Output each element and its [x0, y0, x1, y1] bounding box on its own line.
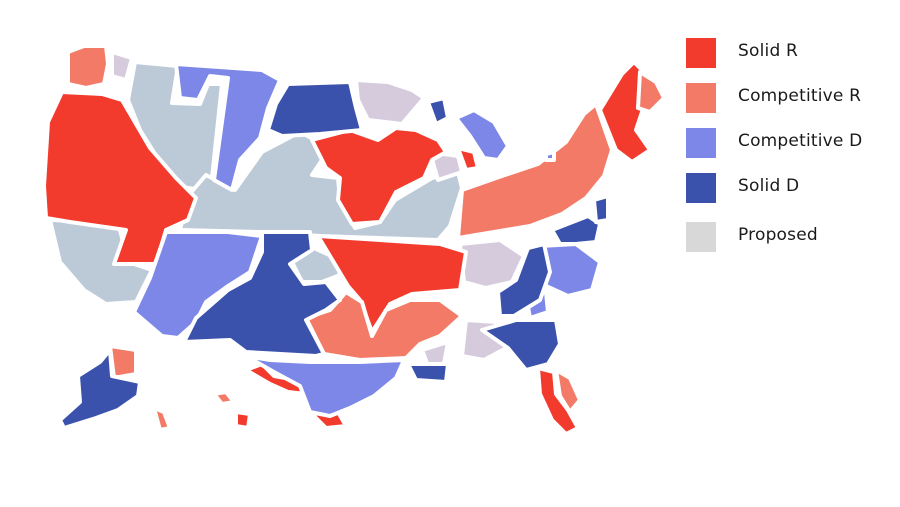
region-proposed-ohio	[428, 150, 464, 182]
legend-item-solid-d: Solid D	[686, 173, 886, 203]
region-solid-d-appalachia	[496, 242, 552, 318]
region-solid-d-great-lakes	[426, 96, 450, 126]
region-competitive-d-texas	[244, 354, 406, 418]
region-competitive-r-washington	[66, 44, 110, 90]
region-competitive-d-great-lakes	[544, 150, 556, 162]
legend-label-competitive-r: Competitive R	[738, 86, 862, 106]
region-solid-d-delmarva	[592, 194, 610, 224]
legend-label-solid-d: Solid D	[738, 176, 800, 196]
legend-item-proposed: Proposed	[686, 222, 886, 252]
legend-swatch-competitive-d	[686, 128, 716, 158]
region-california	[48, 218, 154, 306]
region-competitive-r-islands-1	[152, 406, 172, 432]
region-solid-d-alaska	[58, 348, 142, 430]
region-solid-d-north-plains	[266, 80, 364, 138]
region-proposed-northwest	[110, 50, 134, 82]
region-competitive-r-new-england	[636, 70, 666, 114]
region-competitive-d-north-mountain	[174, 62, 282, 192]
region-solid-r-hawaii	[234, 410, 252, 430]
legend-swatch-solid-r	[686, 38, 716, 68]
legend-label-solid-r: Solid R	[738, 41, 799, 61]
region-solid-d-great-plains	[182, 230, 342, 358]
region-solid-d-south-atlantic	[480, 318, 562, 372]
region-proposed-north	[354, 78, 426, 126]
region-competitive-r-islands-2	[212, 390, 236, 406]
map-regions	[42, 44, 666, 436]
legend-label-proposed: Proposed	[738, 225, 818, 245]
region-solid-d-gulf	[406, 362, 450, 384]
legend-item-competitive-r: Competitive R	[686, 83, 886, 113]
legend-item-competitive-d: Competitive D	[686, 128, 886, 158]
region-solid-r-florida	[536, 366, 580, 436]
region-competitive-r-florida-east	[554, 368, 582, 414]
region-competitive-r-northeast	[456, 102, 614, 240]
region-solid-r-plains	[316, 234, 468, 334]
legend-item-solid-r: Solid R	[686, 38, 886, 68]
region-solid-r-midwest	[310, 126, 448, 226]
region-competitive-d-michigan	[454, 108, 510, 162]
legend-swatch-solid-d	[686, 173, 716, 203]
region-competitive-r-alaska-box	[108, 344, 138, 380]
region-solid-r-great-lakes	[456, 146, 480, 172]
legend-label-competitive-d: Competitive D	[738, 131, 863, 151]
region-solid-d-virginia	[550, 214, 602, 246]
legend-swatch-competitive-r	[686, 83, 716, 113]
legend-swatch-proposed	[686, 222, 716, 252]
